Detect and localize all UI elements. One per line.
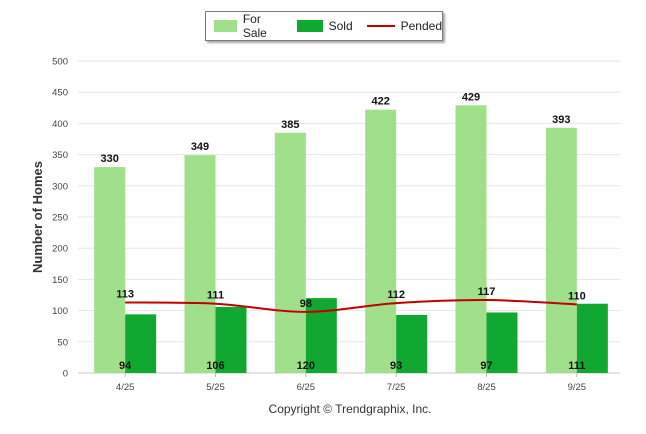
data-label-pended: 110 xyxy=(568,290,586,302)
data-label-for-sale: 349 xyxy=(191,141,209,153)
legend-item-sold[interactable]: Sold xyxy=(296,19,353,33)
legend-item-pended[interactable]: Pended xyxy=(366,19,442,33)
bar-sold[interactable] xyxy=(486,312,518,373)
legend-swatch-for-sale xyxy=(214,20,237,32)
data-label-for-sale: 429 xyxy=(462,91,480,103)
legend-item-for-sale[interactable]: For Sale xyxy=(214,12,283,40)
data-label-for-sale: 393 xyxy=(552,114,570,126)
bar-for-sale[interactable] xyxy=(545,127,577,373)
data-label-sold: 97 xyxy=(480,360,492,372)
data-label-sold: 111 xyxy=(568,360,585,372)
legend-label-pended: Pended xyxy=(400,19,442,33)
data-label-for-sale: 330 xyxy=(100,153,118,165)
bar-for-sale[interactable] xyxy=(274,132,306,373)
copyright-footer: Copyright © Trendgraphix, Inc. xyxy=(268,402,432,416)
bar-for-sale[interactable] xyxy=(94,167,126,373)
legend: For Sale Sold Pended xyxy=(205,11,443,41)
bar-for-sale[interactable] xyxy=(455,105,487,373)
data-label-for-sale: 385 xyxy=(281,119,299,131)
y-tick-label: 300 xyxy=(52,181,68,192)
data-label-sold: 106 xyxy=(206,360,224,372)
pended-line-path[interactable] xyxy=(125,298,577,313)
data-label-pended: 113 xyxy=(116,288,134,300)
bar-sold[interactable] xyxy=(396,314,428,373)
y-tick-label: 0 xyxy=(63,369,68,380)
x-tick-label: 7/25 xyxy=(387,382,406,393)
grid-lines xyxy=(78,60,620,374)
data-label-pended: 98 xyxy=(300,298,312,310)
legend-label-sold: Sold xyxy=(328,19,353,33)
y-tick-label: 100 xyxy=(52,306,68,317)
y-tick-label: 150 xyxy=(52,275,68,286)
bar-sold[interactable] xyxy=(215,306,247,373)
data-labels: 330 94 349 106 385 120 422 93 429 97 393 111 113 111 9… xyxy=(100,91,585,372)
y-tick-label: 400 xyxy=(52,119,68,130)
legend-swatch-sold xyxy=(296,20,323,32)
bar-for-sale[interactable] xyxy=(184,155,216,373)
data-label-sold: 93 xyxy=(390,360,402,372)
data-label-pended: 112 xyxy=(387,289,405,301)
y-tick-label: 500 xyxy=(52,57,68,68)
x-tick-label: 4/25 xyxy=(116,382,135,393)
data-label-for-sale: 422 xyxy=(371,96,389,108)
data-label-pended: 111 xyxy=(207,290,224,302)
bar-for-sale[interactable] xyxy=(365,109,397,373)
x-tick-label: 5/25 xyxy=(206,382,225,393)
data-label-pended: 117 xyxy=(478,286,496,298)
x-axis-ticks: 4/25 5/25 6/25 7/25 8/25 9/25 xyxy=(116,373,586,393)
y-tick-label: 350 xyxy=(52,150,68,161)
x-tick-label: 8/25 xyxy=(477,382,496,393)
pended-line xyxy=(125,298,577,313)
y-tick-label: 200 xyxy=(52,244,68,255)
bars xyxy=(94,105,608,373)
legend-label-for-sale: For Sale xyxy=(242,12,267,40)
legend-swatch-pended xyxy=(366,25,395,27)
bar-sold[interactable] xyxy=(125,314,157,373)
y-tick-label: 50 xyxy=(57,337,68,348)
y-tick-label: 250 xyxy=(52,213,68,224)
y-tick-label: 450 xyxy=(52,88,68,99)
data-label-sold: 120 xyxy=(297,360,315,372)
data-label-sold: 94 xyxy=(119,360,132,372)
x-tick-label: 9/25 xyxy=(568,382,587,393)
x-tick-label: 6/25 xyxy=(297,382,316,393)
y-axis-ticks: 0 50 100 150 200 250 300 350 400 450 500 xyxy=(52,57,68,380)
bar-sold[interactable] xyxy=(576,303,608,373)
y-axis-label: Number of Homes xyxy=(30,161,45,273)
